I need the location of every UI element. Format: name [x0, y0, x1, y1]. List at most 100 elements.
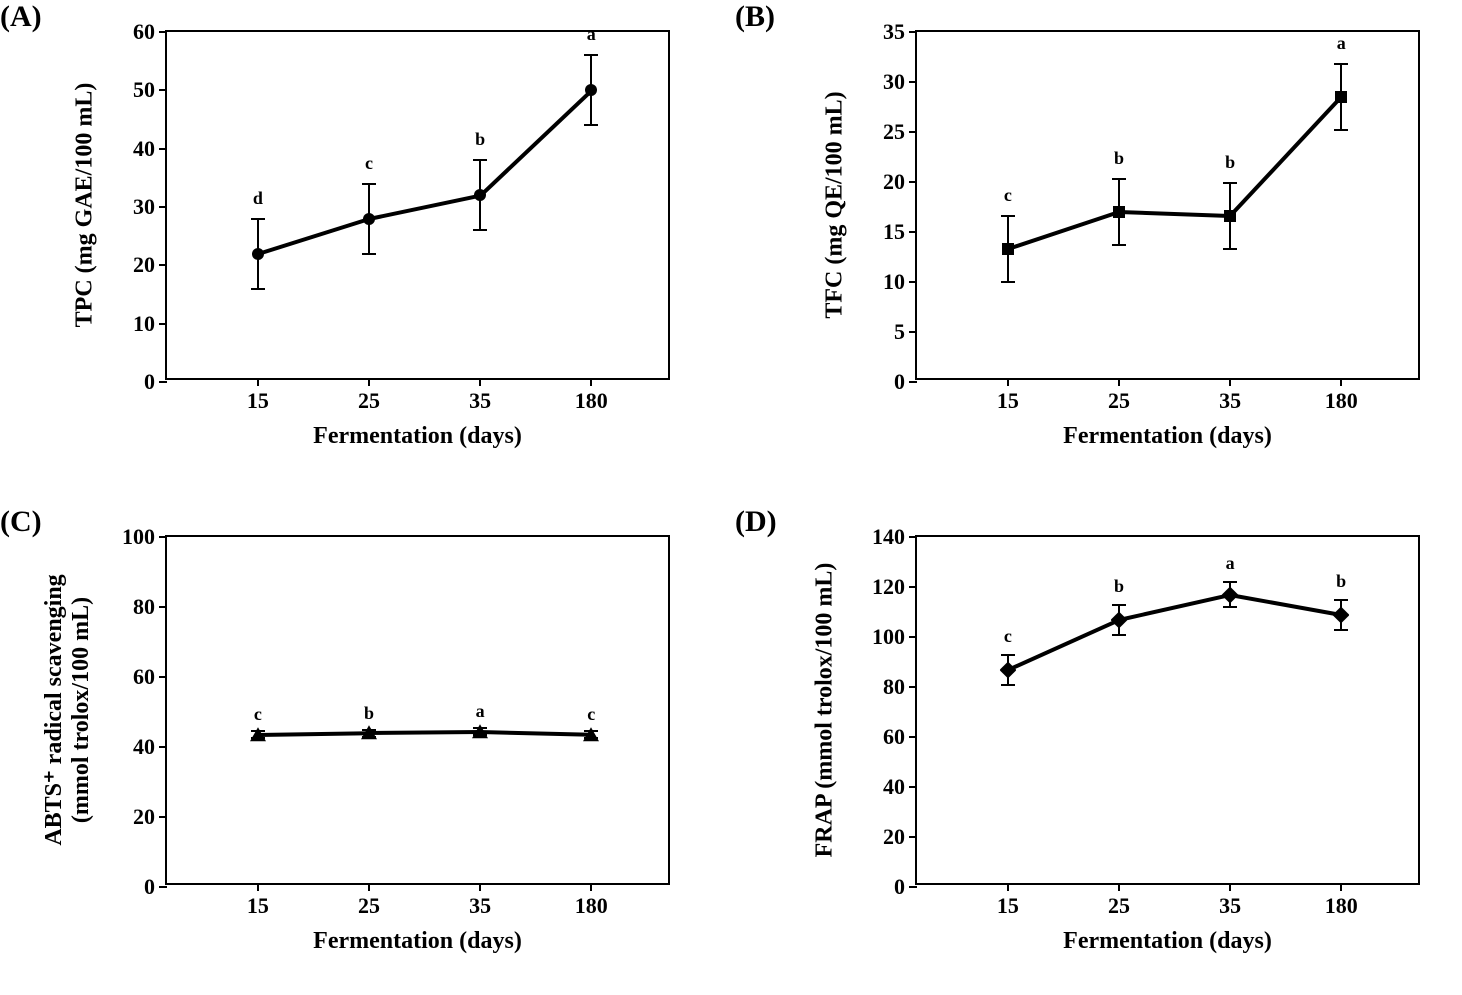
error-cap: [362, 253, 376, 255]
ytick: [159, 264, 167, 266]
ytick-label: 15: [883, 219, 905, 245]
significance-label: b: [364, 703, 374, 724]
error-cap: [1223, 248, 1237, 250]
ytick-label: 20: [133, 804, 155, 830]
ytick: [159, 381, 167, 383]
xtick-label: 180: [1325, 388, 1358, 414]
ytick-label: 20: [133, 252, 155, 278]
error-cap: [1112, 604, 1126, 606]
xtick: [479, 378, 481, 386]
data-marker: [250, 727, 266, 741]
line-segment: [479, 89, 592, 197]
xtick: [590, 883, 592, 891]
xtick: [1229, 378, 1231, 386]
ytick: [909, 586, 917, 588]
y-axis-title: TFC (mg QE/100 mL): [822, 91, 849, 318]
plot-area-C: 020406080100152535180Fermentation (days)…: [165, 535, 670, 885]
ytick-label: 10: [883, 269, 905, 295]
xtick-label: 15: [247, 388, 269, 414]
ytick: [909, 381, 917, 383]
ytick-label: 60: [133, 19, 155, 45]
xtick-label: 25: [1108, 388, 1130, 414]
ytick: [909, 836, 917, 838]
ytick: [909, 281, 917, 283]
xtick: [257, 883, 259, 891]
error-cap: [1334, 129, 1348, 131]
error-cap: [1334, 63, 1348, 65]
data-marker: [585, 84, 597, 96]
xtick-label: 25: [358, 388, 380, 414]
ytick-label: 80: [133, 594, 155, 620]
panel-label-C: (C): [0, 505, 42, 539]
ytick: [159, 323, 167, 325]
ytick-label: 0: [894, 369, 905, 395]
error-cap: [1001, 281, 1015, 283]
x-axis-title: Fermentation (days): [313, 928, 522, 955]
significance-label: c: [365, 153, 373, 174]
ytick-label: 60: [883, 724, 905, 750]
xtick: [1007, 378, 1009, 386]
data-marker: [363, 213, 375, 225]
line-segment: [1229, 96, 1343, 217]
ytick: [159, 206, 167, 208]
significance-label: c: [254, 704, 262, 725]
significance-label: a: [476, 701, 485, 722]
line-segment: [1007, 210, 1119, 250]
xtick: [1229, 883, 1231, 891]
ytick: [909, 536, 917, 538]
error-cap: [1112, 634, 1126, 636]
data-marker: [1335, 91, 1347, 103]
line-segment: [1230, 593, 1342, 616]
xtick-label: 35: [1219, 388, 1241, 414]
data-marker: [1002, 243, 1014, 255]
xtick-label: 35: [1219, 893, 1241, 919]
xtick-label: 25: [1108, 893, 1130, 919]
error-cap: [1223, 581, 1237, 583]
ytick: [909, 131, 917, 133]
x-axis-title: Fermentation (days): [313, 423, 522, 450]
xtick-label: 25: [358, 893, 380, 919]
significance-label: a: [1226, 553, 1235, 574]
error-cap: [1334, 629, 1348, 631]
y-axis-title: ABTS⁺ radical scavenging(mmol trolox/100…: [39, 574, 95, 845]
significance-label: b: [1114, 148, 1124, 169]
plot-area-D: 020406080100120140152535180Fermentation …: [915, 535, 1420, 885]
significance-label: a: [1337, 33, 1346, 54]
data-marker: [474, 189, 486, 201]
x-axis-title: Fermentation (days): [1063, 928, 1272, 955]
ytick: [909, 736, 917, 738]
panel-label-D: (D): [735, 505, 777, 539]
error-cap: [1112, 178, 1126, 180]
error-cap: [1223, 606, 1237, 608]
significance-label: d: [253, 188, 263, 209]
ytick: [159, 676, 167, 678]
ytick: [159, 746, 167, 748]
ytick: [909, 886, 917, 888]
data-marker: [361, 725, 377, 739]
ytick: [159, 31, 167, 33]
x-axis-title: Fermentation (days): [1063, 423, 1272, 450]
xtick: [1340, 883, 1342, 891]
line-segment: [369, 194, 481, 221]
significance-label: b: [1336, 571, 1346, 592]
xtick: [1118, 378, 1120, 386]
ytick: [159, 886, 167, 888]
ytick-label: 40: [133, 136, 155, 162]
ytick: [909, 331, 917, 333]
error-cap: [1334, 599, 1348, 601]
line-segment: [258, 731, 369, 736]
significance-label: b: [1225, 152, 1235, 173]
xtick-label: 15: [997, 893, 1019, 919]
plot-area-B: 05101520253035152535180Fermentation (day…: [915, 30, 1420, 380]
significance-label: b: [1114, 576, 1124, 597]
xtick: [1007, 883, 1009, 891]
significance-label: b: [475, 129, 485, 150]
error-cap: [362, 183, 376, 185]
xtick: [1340, 378, 1342, 386]
data-marker: [252, 248, 264, 260]
data-marker: [1222, 586, 1239, 603]
ytick: [159, 606, 167, 608]
xtick-label: 180: [575, 388, 608, 414]
ytick-label: 5: [894, 319, 905, 345]
xtick-label: 180: [1325, 893, 1358, 919]
